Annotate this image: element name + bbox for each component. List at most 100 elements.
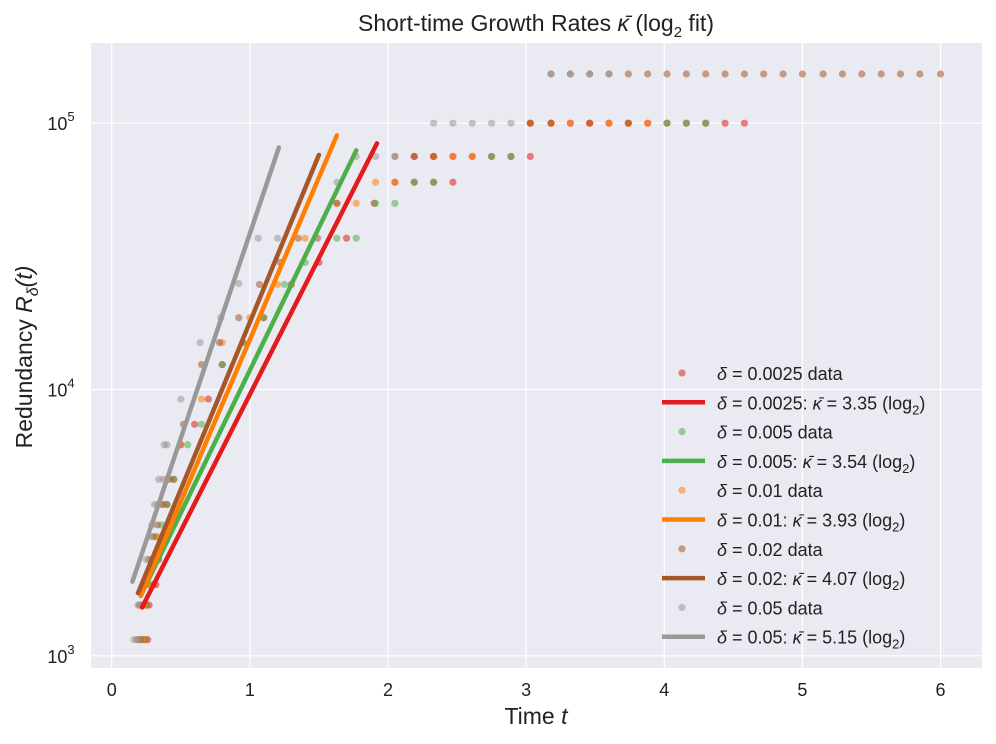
y-tick-label: 104 [47, 375, 74, 400]
data-point [429, 178, 438, 186]
data-point [235, 314, 243, 322]
data-point [391, 152, 399, 161]
legend-label-data: δ = 0.005 data [717, 423, 834, 443]
data-point [740, 119, 749, 127]
y-axis-title: Redundancy Rδ(t) [11, 266, 42, 449]
data-point [663, 119, 671, 127]
data-point [371, 152, 380, 161]
data-point [916, 70, 924, 78]
data-point [153, 521, 161, 529]
data-point [197, 420, 206, 428]
legend-marker [678, 428, 686, 436]
data-point [429, 119, 438, 127]
data-point [547, 70, 555, 78]
x-tick-label: 0 [107, 680, 117, 700]
data-point [449, 178, 457, 186]
chart-title: Short-time Growth Rates κ̄ (log2 fit) [358, 10, 714, 41]
legend: δ = 0.0025 data δ = 0.0025: κ̄ = 3.35 (lo… [662, 364, 925, 652]
legend-label-data: δ = 0.01 data [717, 481, 824, 501]
data-point [838, 70, 847, 78]
legend-label-fit: δ = 0.01: κ̄ = 3.93 (log2) [717, 511, 905, 535]
data-point [624, 70, 632, 78]
data-point [936, 70, 945, 78]
legend-label-fit: δ = 0.005: κ̄ = 3.54 (log2) [717, 452, 915, 476]
data-point [184, 441, 192, 449]
data-point [135, 636, 143, 644]
data-point [858, 70, 866, 78]
y-tick-label: 105 [47, 109, 74, 134]
data-point [566, 119, 574, 127]
data-point [468, 152, 476, 161]
legend-label-data: δ = 0.02 data [717, 540, 824, 560]
data-point [196, 338, 204, 347]
data-point [391, 178, 399, 186]
data-point [779, 70, 787, 78]
fit-line-2 [138, 133, 340, 599]
legend-label-fit: δ = 0.05: κ̄ = 5.15 (log2) [717, 628, 905, 652]
data-point [896, 70, 905, 78]
data-point [142, 555, 150, 564]
data-point [235, 279, 243, 288]
data-point [798, 70, 807, 78]
data-point [721, 119, 729, 127]
y-tick-label: 103 [47, 642, 74, 667]
data-point [877, 70, 885, 78]
data-point [333, 234, 341, 242]
data-point [624, 119, 632, 127]
x-tick-label: 6 [936, 680, 946, 700]
data-point [547, 119, 555, 127]
plot-area [91, 43, 982, 668]
fit-line-4 [130, 145, 282, 584]
data-point [819, 70, 827, 78]
legend-marker [678, 486, 686, 494]
data-point [429, 152, 438, 161]
data-point [449, 152, 457, 161]
data-point [333, 199, 341, 207]
data-point [410, 178, 418, 186]
data-point [301, 234, 309, 242]
data-point [507, 119, 515, 127]
data-point [255, 280, 264, 289]
data-point [605, 70, 613, 78]
x-tick-label: 1 [245, 680, 255, 700]
data-point [352, 199, 360, 207]
data-point [273, 234, 282, 242]
fit-line-1 [138, 148, 359, 599]
data-point [280, 280, 288, 289]
data-point [526, 152, 534, 161]
data-point [702, 119, 710, 127]
data-point [488, 152, 496, 161]
legend-marker [678, 545, 686, 553]
data-point [507, 152, 515, 161]
x-tick-label: 2 [383, 680, 393, 700]
data-point [371, 199, 380, 207]
data-point [702, 70, 710, 78]
data-point [163, 441, 171, 449]
data-point [204, 395, 213, 403]
data-point [215, 338, 224, 347]
legend-marker [678, 369, 686, 377]
data-point [740, 70, 749, 78]
data-point [644, 70, 652, 78]
data-point [177, 395, 185, 403]
legend-marker [678, 603, 686, 612]
x-tick-label: 3 [521, 680, 531, 700]
data-point [468, 119, 476, 127]
data-point [526, 119, 534, 127]
data-point [663, 70, 671, 78]
x-axis-title: Time t [504, 703, 569, 729]
data-point [197, 395, 206, 403]
legend-label-data: δ = 0.0025 data [717, 364, 844, 384]
data-point [449, 119, 457, 127]
data-point [682, 70, 690, 78]
fit-line-0 [139, 141, 380, 610]
legend-label-data: δ = 0.05 data [717, 598, 824, 618]
data-point [371, 178, 380, 186]
legend-label-fit: δ = 0.02: κ̄ = 4.07 (log2) [717, 569, 905, 593]
x-tick-label: 5 [797, 680, 807, 700]
axes: 0 1 2 3 4 5 6 103 104 105 [47, 109, 945, 700]
data-point [218, 361, 226, 369]
data-point [410, 152, 418, 161]
data-point [586, 70, 594, 78]
